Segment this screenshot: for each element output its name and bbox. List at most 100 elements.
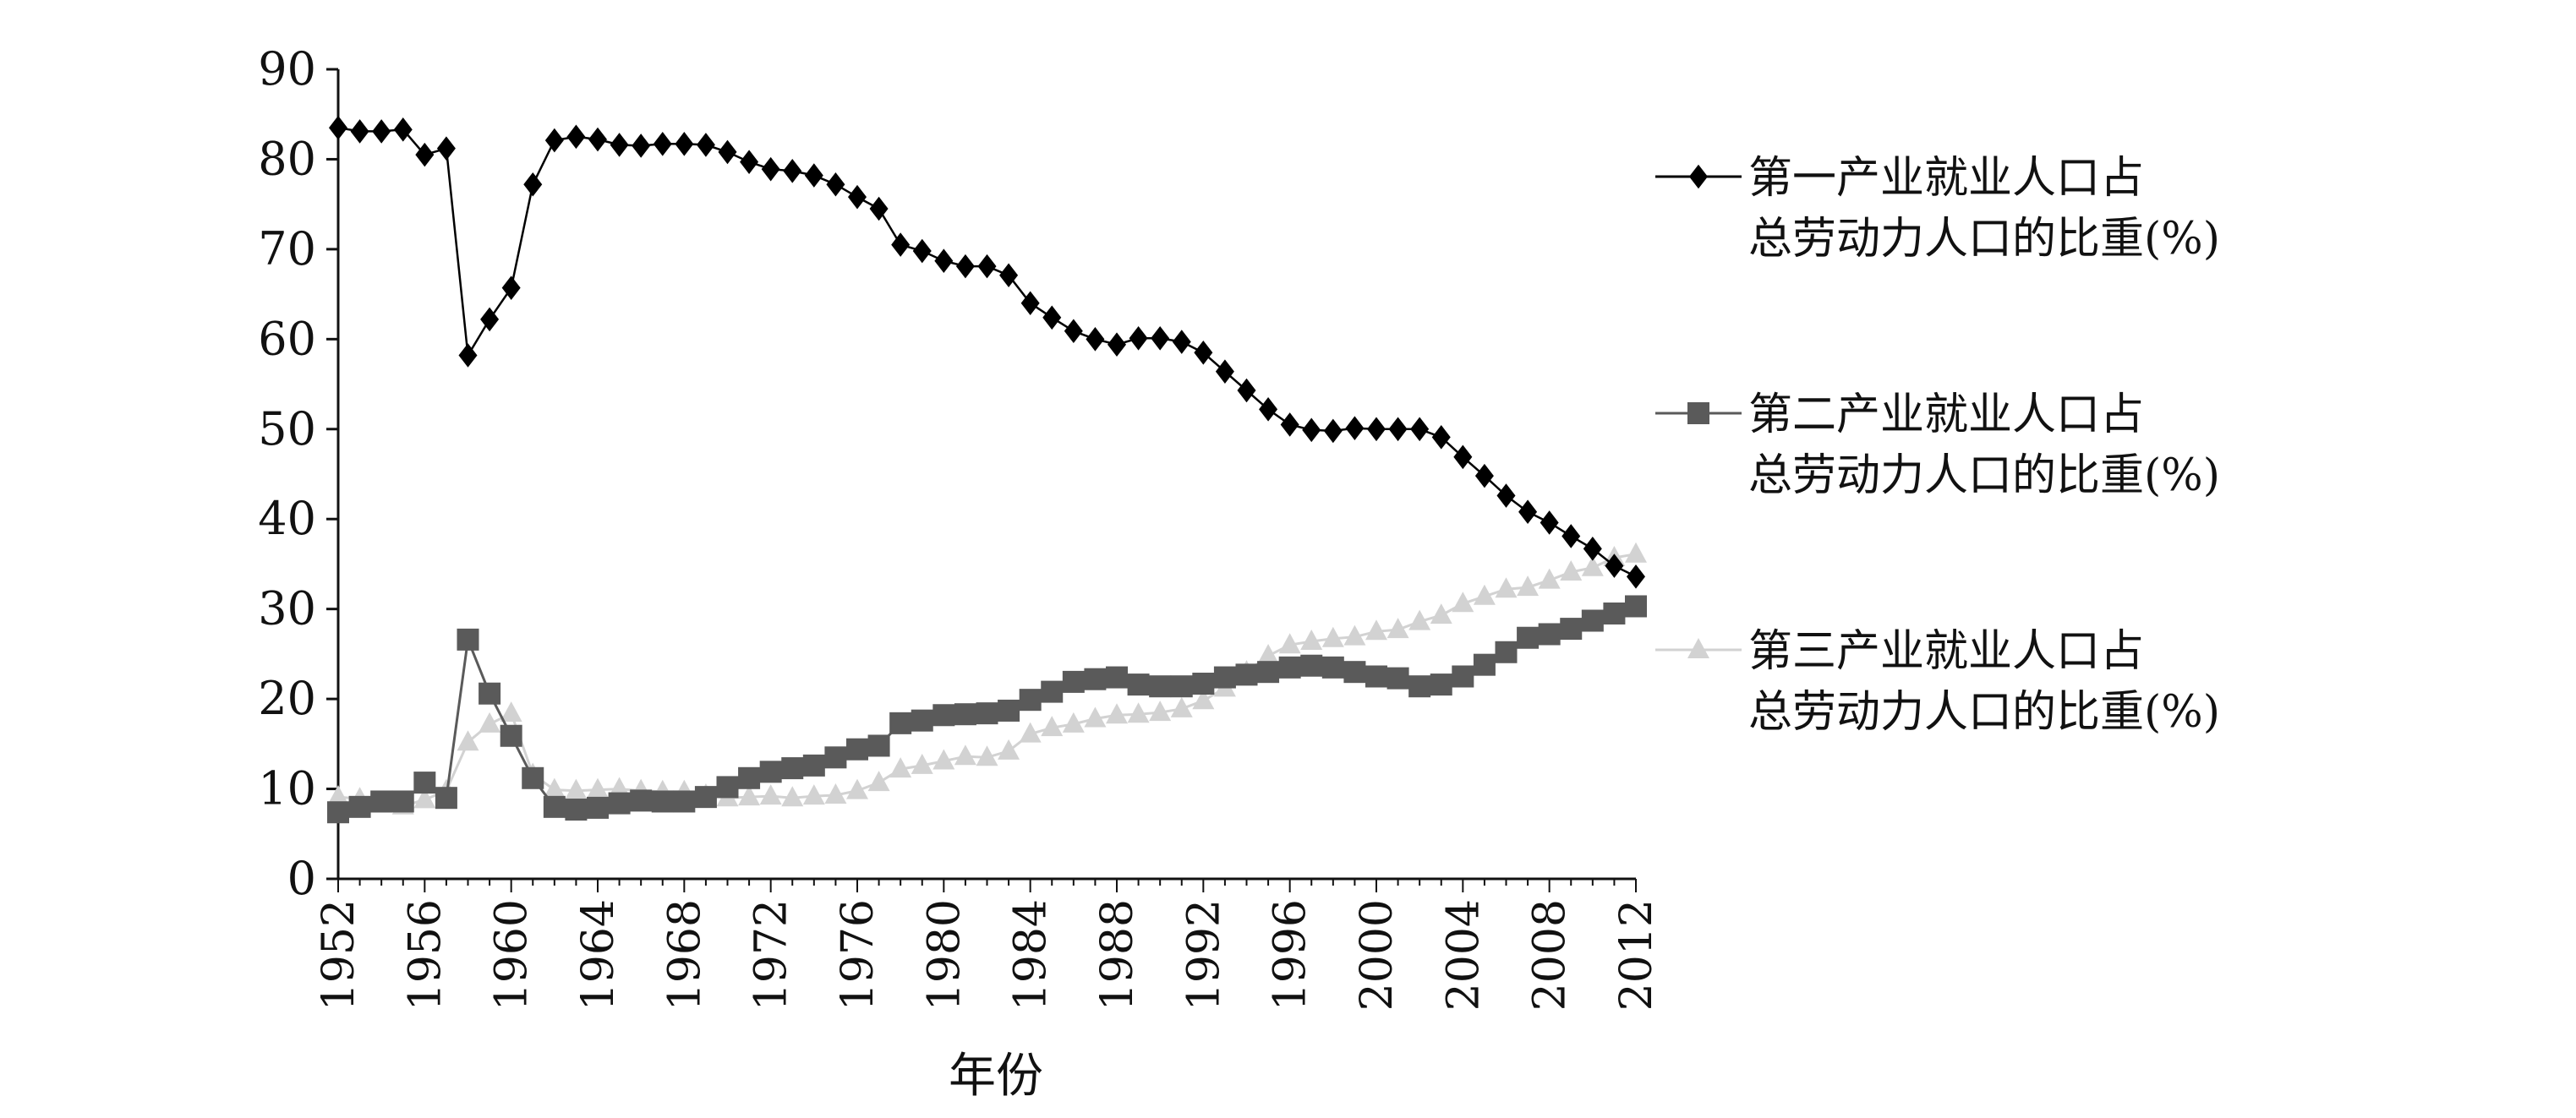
x-tick-label: 1996	[1266, 899, 1316, 1011]
primary-industry-point	[1474, 463, 1494, 488]
secondary-industry-point	[889, 712, 912, 734]
primary-industry-point	[1496, 483, 1516, 508]
secondary-industry-point	[933, 704, 955, 727]
secondary-industry-point	[1343, 661, 1366, 684]
secondary-industry-point	[543, 795, 566, 818]
primary-industry-point	[1561, 524, 1581, 548]
primary-industry-point	[329, 115, 347, 140]
primary-industry-point	[610, 133, 629, 157]
secondary-industry-point	[1019, 689, 1042, 712]
x-tick-label: 1964	[573, 899, 624, 1011]
tertiary-industry-point	[1365, 619, 1387, 641]
primary-industry-point	[1042, 305, 1062, 330]
secondary-industry-point	[867, 734, 890, 757]
primary-industry-point	[653, 132, 672, 156]
tertiary-industry-point	[587, 777, 609, 799]
tertiary-industry-point	[1170, 696, 1193, 717]
secondary-industry-point	[1581, 609, 1604, 632]
y-tick-label: 10	[258, 762, 316, 815]
x-tick-label: 2000	[1352, 899, 1403, 1011]
x-tick-label: 1988	[1092, 899, 1143, 1011]
primary-industry-point	[804, 163, 823, 188]
tertiary-industry-point	[1019, 722, 1042, 743]
tertiary-industry-point	[1408, 609, 1431, 630]
y-tick-label: 90	[258, 42, 316, 95]
tertiary-industry-point	[1041, 716, 1064, 737]
primary-industry-point	[912, 238, 932, 264]
secondary-industry-point	[565, 799, 588, 821]
tertiary-industry-point	[1278, 633, 1301, 654]
primary-industry-point	[869, 196, 889, 221]
legend-item-secondary-industry: 第二产业就业人口占总劳动力人口的比重(%)	[1649, 384, 2220, 506]
legend-point	[1687, 402, 1709, 424]
secondary-industry-point	[846, 738, 868, 761]
primary-industry-point	[934, 248, 954, 274]
secondary-industry-point	[738, 766, 761, 789]
primary-industry-point	[977, 254, 997, 279]
secondary-industry-point	[327, 801, 349, 824]
primary-industry-point	[1151, 325, 1170, 351]
tertiary-industry-point	[1192, 689, 1215, 710]
secondary-industry-point	[1495, 641, 1518, 663]
primary-industry-point	[1194, 341, 1213, 365]
tertiary-industry-point	[998, 739, 1020, 760]
primary-industry-point	[1540, 510, 1559, 535]
tertiary-industry-point	[824, 783, 847, 804]
secondary-industry-point	[759, 761, 782, 783]
legend-label-line: 总劳动力人口的比重(%)	[1748, 450, 2220, 501]
primary-industry-point	[1345, 416, 1365, 441]
tertiary-industry-point	[1257, 644, 1280, 665]
tertiary-industry-point	[500, 701, 522, 723]
legend-item-primary-industry: 第一产业就业人口占 总劳动力人口的比重(%)	[1649, 148, 2220, 270]
tertiary-industry-point	[933, 749, 955, 770]
secondary-industry-point	[716, 776, 739, 799]
legend-label: 第三产业就业人口占 总劳动力人口的比重(%)	[1748, 621, 2220, 743]
y-tick-label: 80	[258, 132, 316, 185]
secondary-industry-point	[348, 795, 371, 818]
secondary-industry-point	[976, 702, 998, 725]
primary-industry-point	[1108, 332, 1126, 357]
secondary-industry-point	[1473, 653, 1496, 676]
legend-label-line: 总劳动力人口的比重(%)	[1748, 214, 2220, 265]
tertiary-industry-point	[1300, 629, 1323, 650]
primary-industry-point	[696, 133, 715, 157]
secondary-industry-point	[1041, 680, 1064, 703]
x-tick-label: 1976	[833, 899, 883, 1011]
secondary-industry-point	[1149, 675, 1172, 698]
secondary-industry-point	[1062, 670, 1085, 693]
primary-industry-point	[1237, 378, 1256, 403]
primary-industry-point	[1129, 325, 1148, 351]
primary-industry-point	[955, 254, 975, 279]
primary-industry-point	[1410, 417, 1430, 442]
tertiary-industry-point	[608, 777, 631, 798]
x-tick-label: 1952	[314, 899, 364, 1011]
secondary-industry-point	[1625, 595, 1647, 618]
primary-industry-point	[501, 275, 521, 300]
secondary-industry-point	[1408, 675, 1431, 698]
secondary-industry-point	[1365, 665, 1387, 688]
primary-industry-point	[415, 142, 435, 167]
x-tick-label: 1972	[747, 899, 797, 1011]
tertiary-industry-point	[565, 778, 588, 799]
tertiary-industry-point	[1581, 555, 1604, 576]
tertiary-industry-point	[911, 753, 933, 774]
primary-industry-point	[999, 263, 1019, 288]
y-tick-label: 20	[258, 672, 316, 725]
secondary-industry-point	[1084, 668, 1107, 690]
legend-label: 第二产业就业人口占总劳动力人口的比重(%)	[1748, 384, 2220, 506]
secondary-industry-series	[327, 595, 1647, 824]
tertiary-industry-point	[867, 771, 890, 792]
y-tick-label: 60	[258, 312, 316, 365]
secondary-industry-point	[500, 724, 522, 747]
primary-industry-point	[1302, 417, 1321, 443]
primary-industry-point	[740, 150, 759, 174]
tertiary-industry-point	[1538, 568, 1561, 589]
legend-label-line: 第二产业就业人口占	[1748, 390, 2145, 440]
primary-industry-point	[1627, 564, 1645, 589]
x-tick-label: 1956	[400, 899, 451, 1011]
tertiary-industry-point	[1517, 575, 1540, 597]
secondary-industry-point	[391, 790, 414, 813]
tertiary-industry-point	[1560, 560, 1583, 581]
tertiary-industry-point	[1430, 603, 1452, 624]
